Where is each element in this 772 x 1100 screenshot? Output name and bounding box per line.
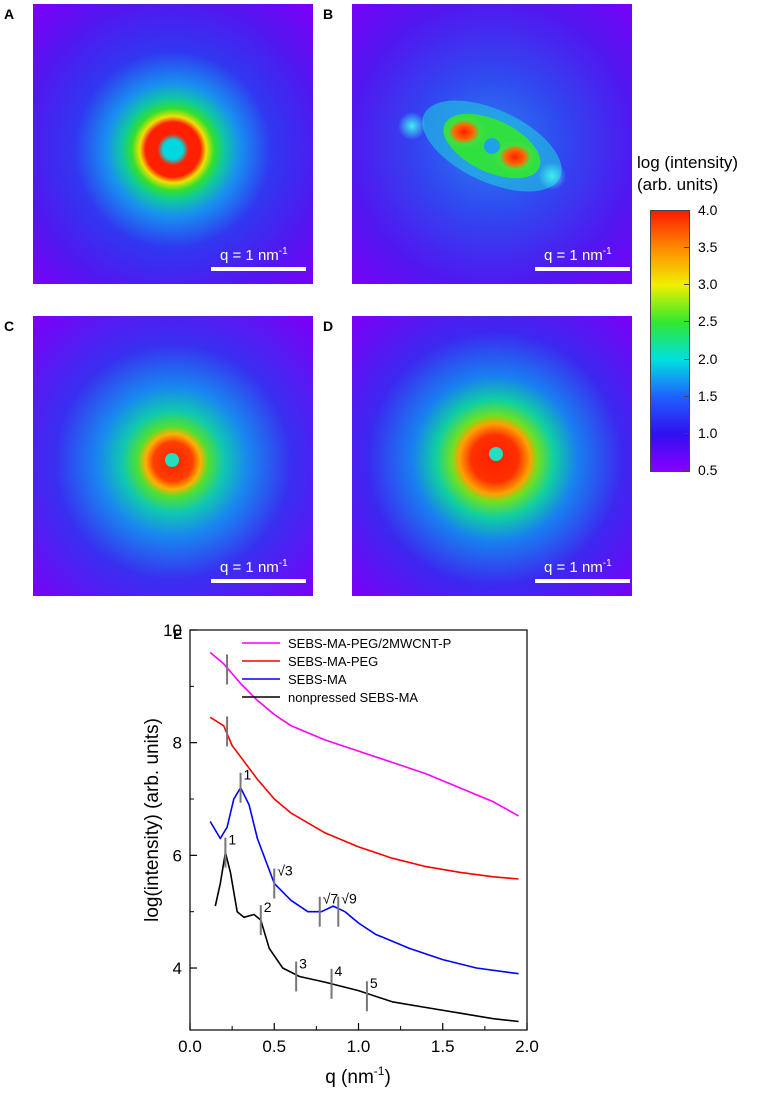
colorbar-tick-mark: [684, 284, 689, 286]
series-line-4: [214, 851, 519, 1023]
scalebar-b: [535, 267, 630, 271]
colorbar-tick-mark: [684, 210, 689, 211]
saxs-pattern-a: [33, 4, 313, 284]
panel-label-d: D: [323, 318, 334, 334]
legend-label: SEBS-MA: [288, 672, 347, 687]
colorbar-title-line2: (arb. units): [637, 175, 719, 194]
scalebar-label-c: q = 1 nm-1: [220, 558, 288, 576]
colorbar-tick-mark: [684, 432, 689, 434]
colorbar-tick-mark: [684, 470, 689, 471]
peak-marker-label: √3: [277, 863, 293, 879]
colorbar-tick-label: 1.0: [698, 424, 718, 441]
series-line-3: [209, 786, 519, 975]
peak-marker-label: 1: [244, 767, 252, 783]
y-axis-title: log(intensity) (arb. units): [142, 718, 163, 922]
colorbar-title-line1: log (intensity): [637, 153, 739, 172]
colorbar-tick-label: 2.0: [698, 350, 718, 367]
colorbar-tick-label: 2.5: [698, 313, 718, 330]
x-tick-label: 0.5: [262, 1037, 286, 1056]
scalebar-label-a: q = 1 nm-1: [220, 246, 288, 264]
peak-marker-label: 3: [299, 955, 307, 971]
peak-marker-label: √9: [341, 891, 357, 907]
panel-label-a: A: [4, 6, 15, 22]
peak-marker-label: 5: [370, 975, 378, 991]
saxs-pattern-b: [352, 4, 632, 284]
colorbar-tick-label: 1.5: [698, 387, 718, 404]
colorbar: [650, 210, 690, 472]
y-tick-label: 8: [173, 734, 182, 753]
series-line-1: [209, 651, 519, 817]
panel-label-c: C: [4, 318, 15, 334]
scalebar-a: [211, 267, 306, 271]
series-line-2: [209, 716, 519, 880]
peak-marker-label: √7: [323, 891, 339, 907]
plot-frame: [189, 629, 528, 1031]
x-tick-label: 1.0: [347, 1037, 371, 1056]
colorbar-tick-mark: [684, 321, 689, 323]
panel-label-b: B: [323, 6, 334, 22]
saxs-pattern-d: [352, 316, 632, 596]
legend-label: SEBS-MA-PEG: [288, 654, 378, 669]
peak-marker-label: 2: [264, 899, 272, 915]
x-tick-label: 0.0: [178, 1037, 202, 1056]
legend-label: SEBS-MA-PEG/2MWCNT-P: [288, 636, 451, 651]
scalebar-c: [211, 579, 306, 583]
x-tick-label: 2.0: [515, 1037, 539, 1056]
x-tick-label: 1.5: [431, 1037, 455, 1056]
colorbar-tick-label: 3.5: [698, 239, 718, 256]
colorbar-tick-label: 4.0: [698, 202, 718, 218]
peak-marker-label: 1: [228, 832, 236, 848]
scalebar-label-b: q = 1 nm-1: [544, 246, 612, 264]
colorbar-tick-mark: [684, 358, 689, 360]
x-axis-title: q (nm-1): [325, 1064, 391, 1088]
legend-label: nonpressed SEBS-MA: [288, 690, 418, 705]
saxs-pattern-c: [33, 316, 313, 596]
panel-label-e: E: [173, 626, 183, 642]
colorbar-tick-mark: [684, 247, 689, 249]
y-tick-label: 4: [173, 959, 182, 978]
colorbar-tick-label: 3.0: [698, 276, 718, 293]
colorbar-tick-mark: [684, 395, 689, 397]
scalebar-d: [535, 579, 630, 583]
y-tick-label: 6: [173, 846, 182, 865]
scalebar-label-d: q = 1 nm-1: [544, 558, 612, 576]
peak-marker-label: 4: [335, 963, 343, 979]
colorbar-tick-label: 0.5: [698, 462, 718, 478]
